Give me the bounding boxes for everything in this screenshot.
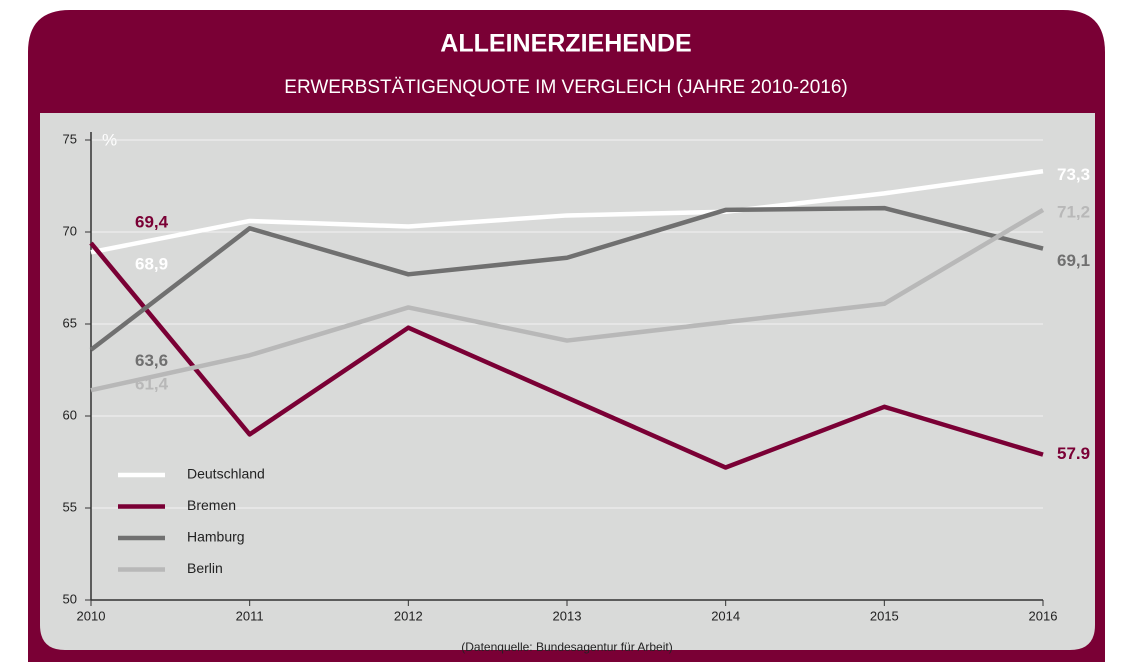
plot-background: [40, 113, 1095, 650]
x-tick-label: 2011: [236, 608, 264, 623]
legend-label: Hamburg: [187, 529, 245, 545]
y-tick-label: 65: [63, 315, 77, 330]
y-tick-label: 60: [63, 407, 77, 422]
value-label: 63,6: [135, 351, 168, 370]
value-label: 69,4: [135, 213, 169, 232]
chart-title: ALLEINERZIEHENDE: [440, 30, 691, 58]
legend-label: Deutschland: [187, 466, 265, 482]
x-tick-label: 2015: [870, 608, 899, 623]
x-tick-label: 2010: [77, 608, 106, 623]
x-tick-label: 2016: [1029, 608, 1058, 623]
y-tick-label: 75: [63, 131, 77, 146]
series-line: [90, 169, 1044, 255]
y-tick-label: 55: [63, 499, 77, 514]
value-label: 57.9: [1057, 444, 1090, 463]
legend-label: Berlin: [187, 560, 223, 576]
value-label: 71,2: [1057, 202, 1090, 221]
x-tick-label: 2014: [711, 608, 740, 623]
legend-label: Bremen: [187, 497, 236, 513]
value-label: 69,1: [1057, 251, 1090, 270]
chart-subtitle: ERWERBSTÄTIGENQUOTE IM VERGLEICH (JAHRE …: [284, 77, 847, 98]
y-tick-label: 70: [63, 223, 77, 238]
value-label: 73,3: [1057, 165, 1090, 184]
value-label: 68,9: [135, 255, 168, 274]
series-line: [89, 241, 1044, 470]
x-tick-label: 2012: [394, 608, 423, 623]
x-tick-label: 2013: [553, 608, 582, 623]
series-line: [90, 207, 1045, 393]
source-note: (Datenquelle: Bundesagentur für Arbeit): [461, 640, 672, 654]
value-label: 61,4: [135, 375, 169, 394]
series-line: [89, 205, 1044, 352]
y-tick-label: 50: [63, 591, 77, 606]
